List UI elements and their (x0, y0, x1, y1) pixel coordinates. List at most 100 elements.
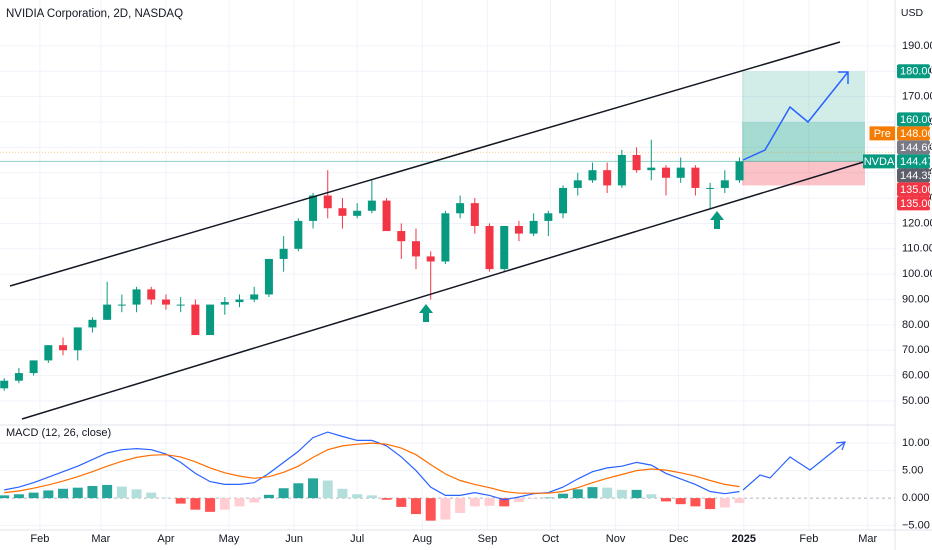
macd-histogram-bar (484, 498, 495, 506)
x-tick-label: Aug (412, 533, 432, 545)
forecast-path (742, 71, 849, 161)
candle-body (544, 213, 553, 221)
candle-body (29, 360, 38, 374)
candle-body (588, 170, 597, 181)
candle-body (426, 256, 435, 262)
price-label-box (897, 140, 930, 155)
candle-body (309, 195, 318, 221)
macd-histogram-bar (278, 488, 289, 499)
macd-histogram-bar (87, 486, 98, 499)
candle-body (0, 380, 9, 389)
macd-histogram-bar (528, 498, 539, 499)
candle-body (161, 299, 170, 305)
x-tick-label: Feb (30, 533, 49, 545)
up-arrow (710, 211, 724, 229)
candle-body (176, 304, 185, 306)
candle-body (617, 154, 626, 186)
candle-body (191, 304, 200, 336)
candle-body (441, 213, 450, 262)
price-label: 135.00 (900, 198, 932, 210)
candle-body (367, 200, 376, 211)
macd-histogram-bar (322, 480, 333, 499)
macd-histogram-bar (293, 483, 304, 499)
macd-histogram-bar (116, 486, 127, 499)
candle-body (514, 225, 523, 234)
macd-forecast (742, 441, 846, 491)
candle-body (397, 231, 406, 242)
macd-tick-label: 10.00 (902, 437, 930, 449)
price-label-box (897, 112, 930, 127)
y-tick-label: 50.00 (902, 395, 930, 407)
target-zone-inner (742, 121, 865, 162)
macd-histogram-bar (499, 498, 510, 507)
price-label: 144.35 (900, 170, 932, 182)
candle-body (529, 220, 538, 234)
macd-histogram-bar (205, 498, 216, 512)
price-label: 144.47 (900, 156, 932, 168)
stop-zone (742, 161, 865, 186)
macd-histogram-bar (425, 498, 436, 521)
macd-histogram-bar (263, 494, 274, 499)
y-tick-label: 110.00 (902, 243, 932, 255)
macd-histogram-bar (102, 484, 113, 499)
up-arrow (419, 304, 433, 322)
macd-tick-label: 5.00 (902, 465, 923, 477)
candle-body (147, 289, 156, 300)
macd-histogram-bar (234, 498, 245, 507)
x-tick-label: Nov (606, 533, 626, 545)
x-tick-label: Apr (157, 533, 174, 545)
macd-histogram-bar (396, 498, 407, 507)
candle-body (720, 180, 729, 188)
price-tag: Pre (874, 128, 891, 140)
x-tick-label: May (219, 533, 240, 545)
candle-body (14, 373, 23, 381)
macd-histogram-bar (0, 495, 10, 499)
macd-line (4, 431, 740, 501)
macd-histogram-bar (587, 487, 598, 499)
x-tick-label: Mar (91, 533, 110, 545)
macd-histogram-bar (734, 498, 745, 504)
macd-histogram-bar (690, 498, 701, 507)
macd-histogram-bar (58, 488, 69, 499)
macd-histogram-bar (352, 494, 363, 499)
price-label-box (897, 182, 930, 197)
candle-body (632, 154, 641, 171)
x-tick-label: Mar (858, 533, 877, 545)
y-tick-label: 80.00 (902, 319, 930, 331)
price-tag-box (863, 154, 895, 169)
candle-body (676, 167, 685, 178)
price-label-box (897, 154, 930, 169)
candle-body (603, 170, 612, 186)
y-tick-label: 170.00 (902, 91, 932, 103)
candle-body (220, 302, 229, 305)
y-tick-label: 90.00 (902, 293, 930, 305)
candle-body (117, 304, 126, 306)
candle-body (250, 294, 259, 300)
x-tick-label: Feb (799, 533, 818, 545)
macd-title: MACD (12, 26, close) (6, 427, 111, 439)
macd-histogram-bar (616, 489, 627, 499)
macd-histogram-bar (675, 498, 686, 505)
y-tick-label: 120.00 (902, 217, 932, 229)
macd-histogram-bar (660, 498, 671, 502)
candle-body (735, 161, 744, 181)
price-label: 148.06 (900, 128, 932, 140)
macd-tick-label: 0.000 (902, 492, 930, 504)
candle-body (485, 225, 494, 270)
candle-body (691, 167, 700, 188)
price-label-box (897, 126, 930, 141)
candle-body (411, 241, 420, 257)
macd-histogram-bar (646, 494, 657, 499)
price-tag: NVDA (864, 156, 895, 168)
macd-histogram-bar (469, 498, 480, 507)
macd-histogram-bar (558, 493, 569, 499)
macd-forecast-arrowhead (835, 441, 846, 451)
macd-histogram-bar (410, 498, 421, 515)
candle-body (279, 248, 288, 259)
candle-body (647, 167, 656, 171)
candle-body (338, 208, 347, 216)
price-label: 135.00 (900, 184, 932, 196)
candle-body (294, 220, 303, 249)
